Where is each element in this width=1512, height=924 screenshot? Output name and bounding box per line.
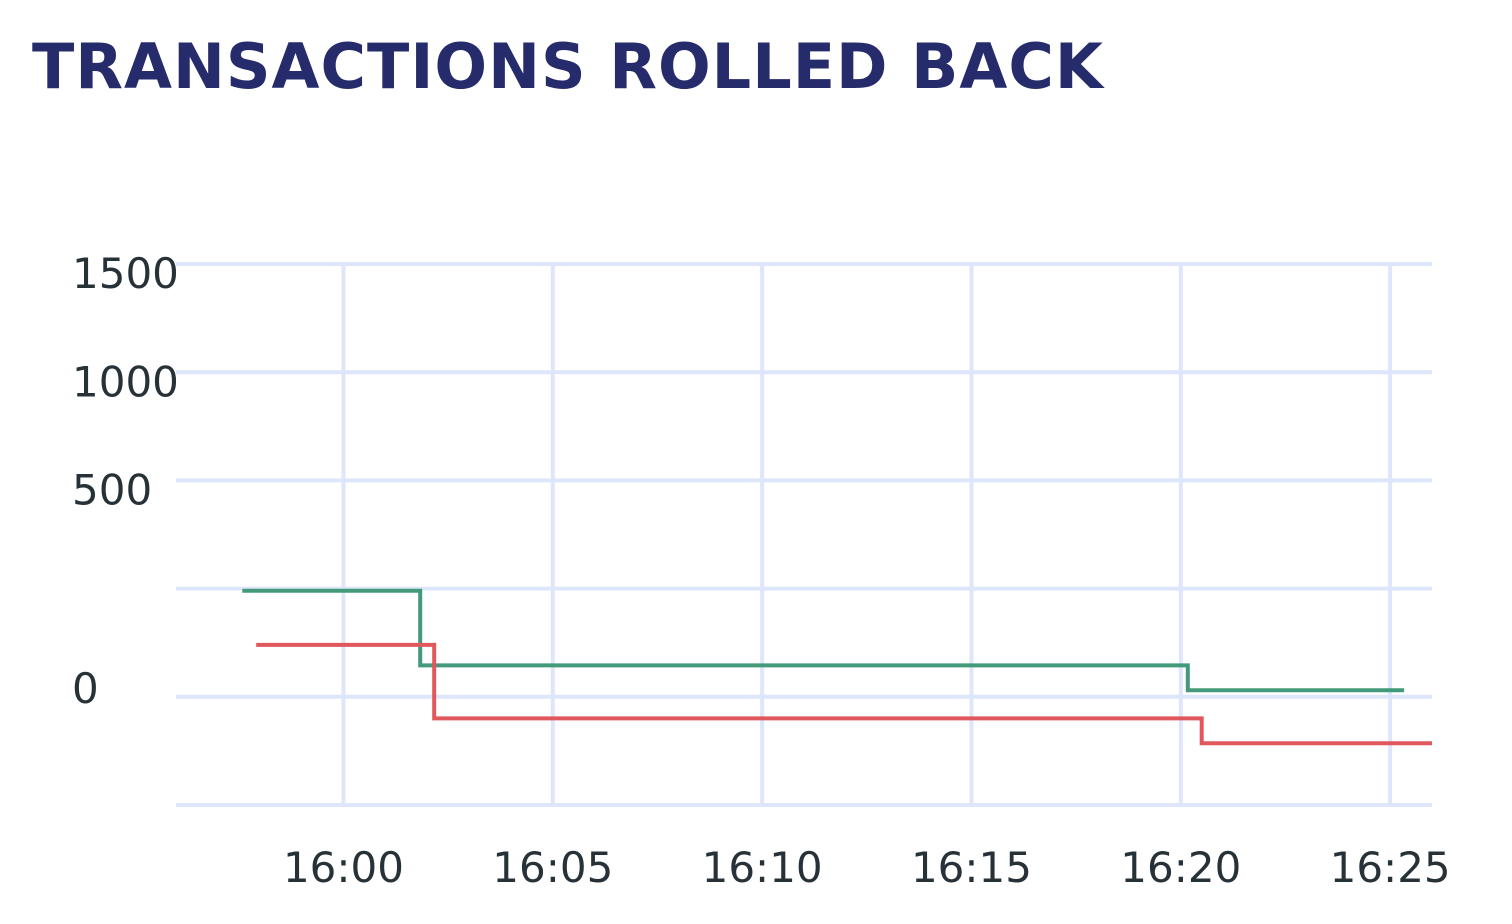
series-line-red — [256, 642, 1432, 746]
x-tick-label: 16:15 — [911, 843, 1032, 892]
y-tick-label: 0 — [72, 664, 99, 713]
x-tick-label: 16:25 — [1330, 843, 1451, 892]
chart-title: TRANSACTIONS ROLLED BACK — [32, 30, 1104, 103]
series-line-green — [242, 588, 1405, 693]
x-tick-label: 16:05 — [492, 843, 613, 892]
x-tick-label: 16:00 — [283, 843, 404, 892]
x-tick-label: 16:10 — [702, 843, 823, 892]
y-tick-label: 1000 — [72, 357, 179, 406]
x-tick-label: 16:20 — [1120, 843, 1241, 892]
y-tick-label: 1500 — [72, 249, 179, 298]
y-tick-label: 500 — [72, 466, 152, 515]
